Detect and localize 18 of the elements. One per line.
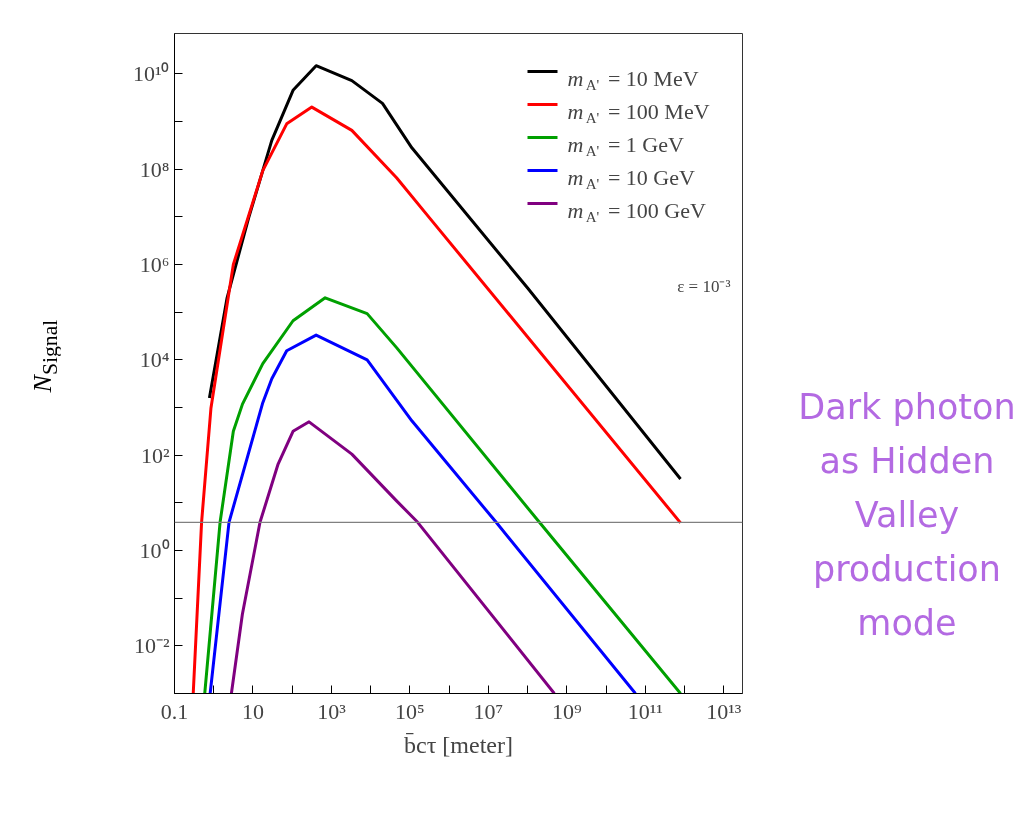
x-axis-title: b̄cτ [meter] xyxy=(404,731,513,758)
y-tick-label: 10² xyxy=(140,442,170,468)
y-tick-label: 10⁶ xyxy=(139,251,170,277)
y-tick-label: 10⁰ xyxy=(139,537,170,563)
x-tick-label: 10⁷ xyxy=(473,698,504,724)
x-tick-label: 10¹³ xyxy=(706,698,742,724)
x-tick-label: 10¹¹ xyxy=(627,698,663,724)
x-tick-label: 0.1 xyxy=(160,698,189,724)
x-tick-label: 10³ xyxy=(317,698,347,724)
x-tick-label: 10 xyxy=(241,698,264,724)
text: Dark photon as Hidden Valley production mode xyxy=(797,386,1017,645)
x-tick-label: 10⁵ xyxy=(395,698,425,724)
y-tick-label: 10⁸ xyxy=(139,156,170,182)
y-tick-label: 10¹⁰ xyxy=(132,61,170,87)
y-tick-label: 10⁻² xyxy=(133,633,170,659)
x-tick-label: 10⁹ xyxy=(552,698,583,724)
y-tick-label: 10⁴ xyxy=(139,347,170,373)
annotation: ε = 10⁻³ xyxy=(677,276,731,296)
